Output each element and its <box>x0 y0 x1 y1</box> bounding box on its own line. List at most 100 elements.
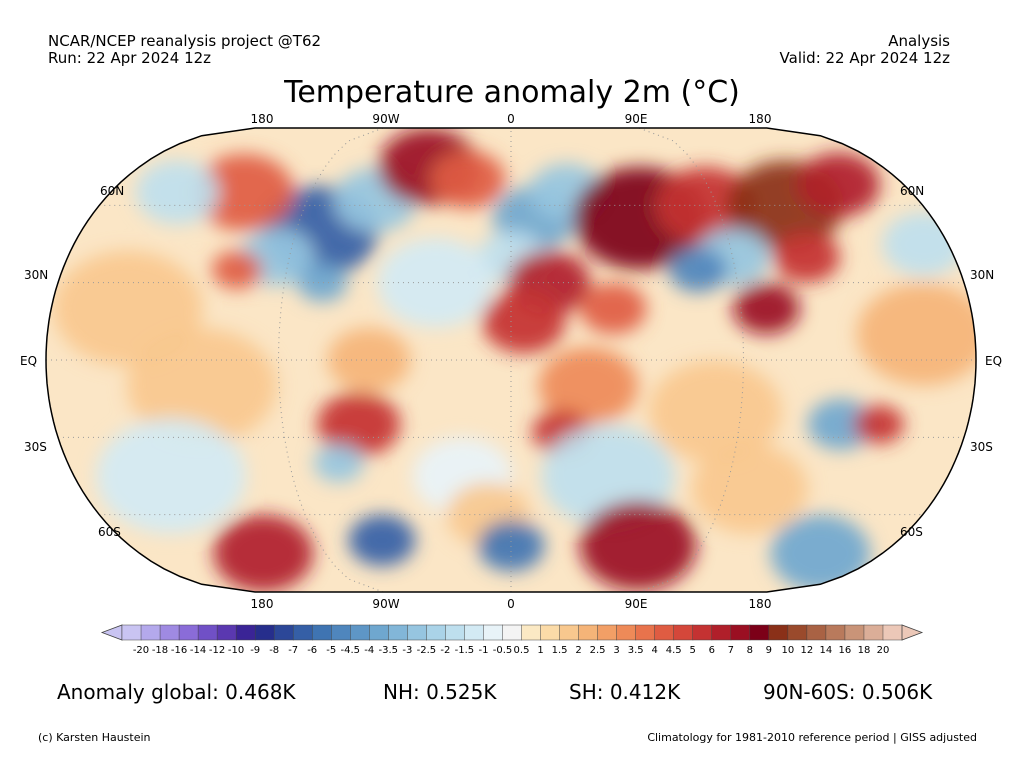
anomaly-blob <box>327 328 411 392</box>
colorbar-swatch <box>806 624 827 641</box>
anomaly-blob <box>655 166 756 244</box>
colorbar-tick-label: -12 <box>209 645 225 656</box>
colorbar-swatch <box>369 624 389 641</box>
anomaly-blob <box>430 150 506 209</box>
colorbar-swatch <box>388 624 408 641</box>
lon-label-top-180w: 180 <box>250 112 274 126</box>
colorbar-tick-label: 7 <box>728 645 734 656</box>
colorbar-tick-label: 2.5 <box>590 645 606 656</box>
lat-label-left-60n: 60N <box>100 184 125 198</box>
colorbar-swatch <box>159 624 180 641</box>
colorbar-tick-label: -3.5 <box>379 645 399 656</box>
map-field <box>46 128 976 592</box>
anomaly-blob <box>348 514 416 567</box>
colorbar-swatch <box>711 624 732 641</box>
lat-label-right-60s: 60S <box>900 525 923 539</box>
anomaly-blob <box>135 160 219 225</box>
colorbar-tick-label: -4 <box>364 645 374 656</box>
colorbar-tick-label: -4.5 <box>341 645 361 656</box>
colorbar-tick-label: 0.5 <box>514 645 530 656</box>
colorbar-swatch <box>597 624 618 641</box>
colorbar-swatch <box>426 624 446 641</box>
run-time: Run: 22 Apr 2024 12z <box>48 49 212 67</box>
chart-title: Temperature anomaly 2m (°C) <box>284 75 740 110</box>
lon-label-bottom-180e: 180 <box>748 597 772 611</box>
colorbar-tick-label: 14 <box>820 645 833 656</box>
colorbar-swatch <box>559 624 580 641</box>
colorbar-tick-label: -2.5 <box>417 645 437 656</box>
lon-label-top-0: 0 <box>507 112 515 126</box>
lat-label-right-30n: 30N <box>970 268 995 282</box>
colorbar-swatch <box>882 624 903 641</box>
colorbar-tick-label: -0.5 <box>493 645 513 656</box>
colorbar-swatch <box>407 624 427 641</box>
anomaly-blob <box>538 347 639 425</box>
colorbar-swatch <box>140 624 161 641</box>
anomaly-blob <box>194 154 294 231</box>
anomaly-blob <box>691 444 808 534</box>
colorbar-swatch <box>749 624 770 641</box>
meridian-line <box>277 128 384 592</box>
colorbar-tick-label: -20 <box>133 645 149 656</box>
colorbar-swatch <box>692 624 713 641</box>
world-anomaly-map <box>45 127 977 593</box>
anomaly-blob <box>297 263 348 302</box>
colorbar-swatch <box>787 624 808 641</box>
lon-label-bottom-0: 0 <box>507 597 515 611</box>
colorbar-tick-label: -3 <box>402 645 412 656</box>
anomaly-global: Anomaly global: 0.468K <box>57 680 296 704</box>
lat-label-left-60s: 60S <box>98 525 121 539</box>
colorbar-tick-label: 4 <box>652 645 658 656</box>
anomaly-nh: NH: 0.525K <box>383 680 497 704</box>
colorbar-tick-label: 4.5 <box>666 645 682 656</box>
colorbar-swatch <box>331 624 351 641</box>
anomaly-blob <box>733 282 800 334</box>
colorbar-tick-label: -1.5 <box>455 645 475 656</box>
colorbar-swatch <box>863 624 884 641</box>
anomaly-blob <box>770 514 871 592</box>
colorbar-swatch <box>673 624 694 641</box>
colorbar-tick-label: 9 <box>766 645 772 656</box>
colorbar-tick-label: 2 <box>575 645 581 656</box>
colorbar-tick-label: 16 <box>839 645 852 656</box>
colorbar-tick-label: 20 <box>877 645 890 656</box>
lat-label-right-60n: 60N <box>900 184 925 198</box>
colorbar-swatch <box>178 624 199 641</box>
colorbar-tick-label: 8 <box>747 645 753 656</box>
colorbar-swatch <box>654 624 675 641</box>
anomaly-90n-60s: 90N-60S: 0.506K <box>763 680 933 704</box>
colorbar-swatch <box>464 624 485 641</box>
colorbar-swatch <box>483 624 504 641</box>
colorbar-tick-label: -5 <box>326 645 336 656</box>
anomaly-blob <box>482 289 566 354</box>
colorbar-swatch <box>540 624 561 641</box>
colorbar-tick-label: 6 <box>709 645 715 656</box>
colorbar-swatch <box>578 624 599 641</box>
lat-label-left-30s: 30S <box>24 440 47 454</box>
colorbar-swatch <box>292 624 313 641</box>
anomaly-blob <box>579 282 647 334</box>
anomaly-blob <box>126 328 277 444</box>
colorbar-tick-label: -16 <box>171 645 187 656</box>
anomaly-blob <box>668 247 728 293</box>
anomaly-blob <box>579 500 697 591</box>
colorbar: -20 -18 -16 -14 -12 -10 -9 -8 -7 -6 -5 -4.5 -4 -3.5 -3… <box>100 624 924 656</box>
lat-label-right-eq: EQ <box>985 354 1003 368</box>
map-outline <box>45 127 977 593</box>
credit: (c) Karsten Haustein <box>38 731 151 744</box>
colorbar-tick-label: 3.5 <box>628 645 644 656</box>
lat-label-right-30s: 30S <box>970 440 993 454</box>
colorbar-swatch <box>616 624 637 641</box>
lat-label-left-eq: EQ <box>20 354 38 368</box>
colorbar-tick-label: 5 <box>690 645 696 656</box>
colorbar-swatch <box>216 624 237 641</box>
colorbar-tick-label: 3 <box>613 645 619 656</box>
lon-label-top-90w: 90W <box>372 112 400 126</box>
anomaly-blob <box>211 250 262 289</box>
colorbar-swatch <box>825 624 846 641</box>
lon-label-bottom-180w: 180 <box>250 597 274 611</box>
anomaly-blob <box>853 405 904 444</box>
climatology-note: Climatology for 1981-2010 reference peri… <box>647 731 977 744</box>
colorbar-tick-label: -1 <box>479 645 489 656</box>
colorbar-tick-label: 12 <box>801 645 814 656</box>
